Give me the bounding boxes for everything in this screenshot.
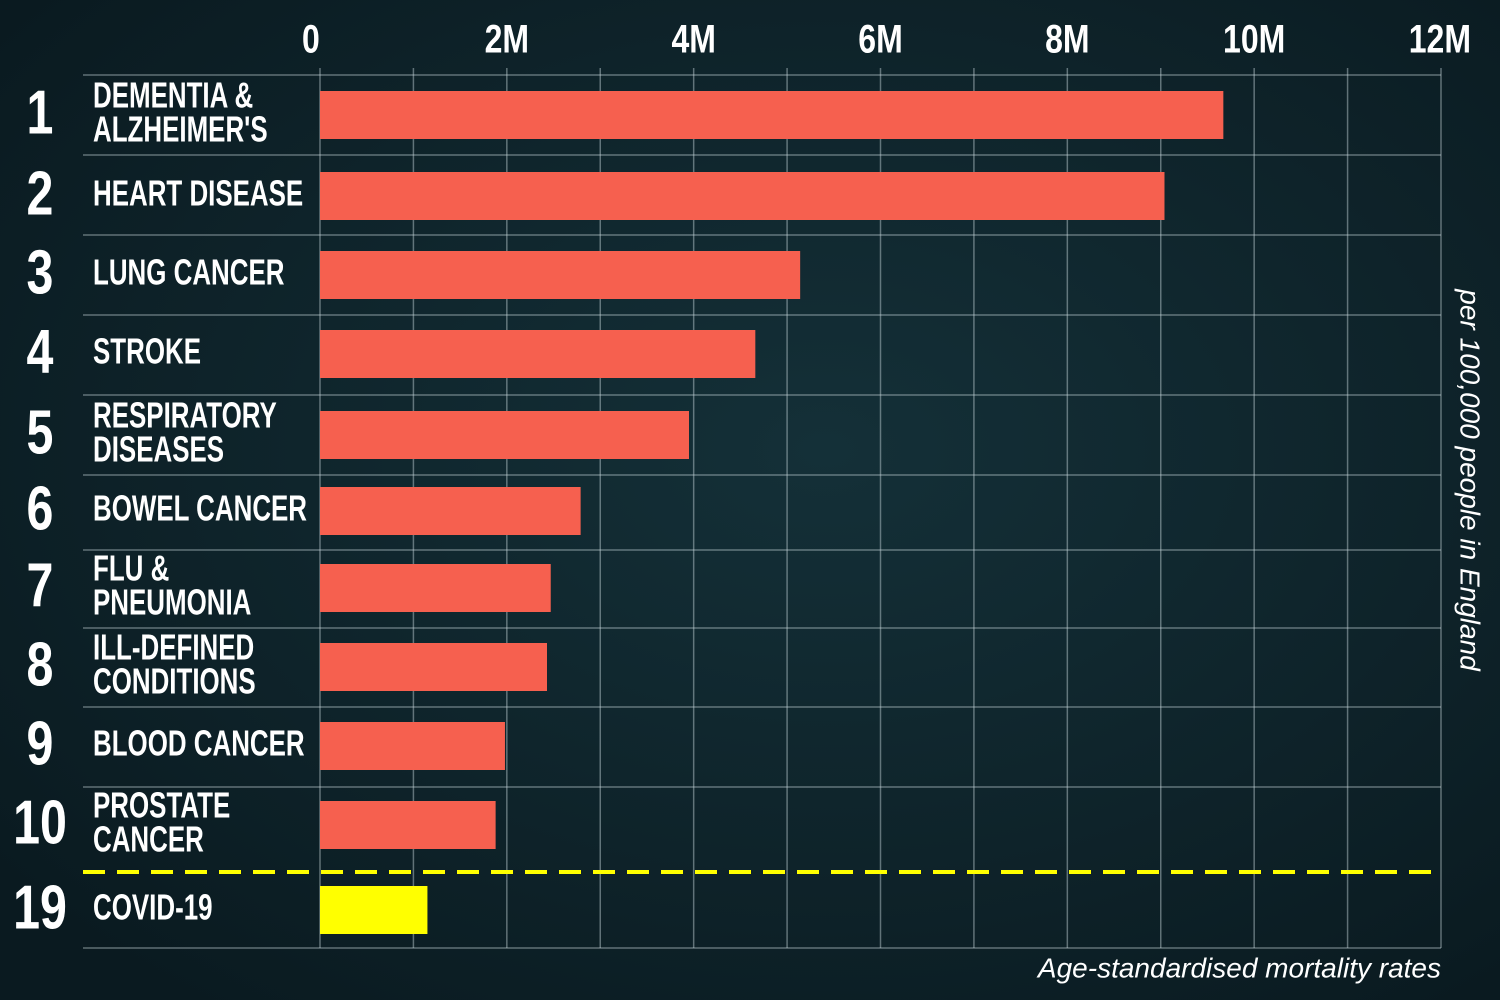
bar <box>320 886 428 934</box>
axis-label: per 100,000 people in England <box>1455 288 1486 672</box>
bar <box>320 411 689 459</box>
category-label: COVID-19 <box>93 887 213 927</box>
rank: 19 <box>13 873 67 942</box>
bar <box>320 172 1165 220</box>
rank: 6 <box>27 474 54 543</box>
x-tick-label: 4M <box>671 16 715 61</box>
x-tick-label: 8M <box>1045 16 1089 61</box>
x-tick-label: 0 <box>302 16 320 61</box>
rank: 8 <box>27 630 54 699</box>
category-label: BOWEL CANCER <box>93 488 307 528</box>
rank: 10 <box>13 788 67 857</box>
category-label: ALZHEIMER'S <box>93 109 268 149</box>
bar <box>320 564 551 612</box>
category-label: HEART DISEASE <box>93 173 303 213</box>
x-tick-label: 10M <box>1223 16 1285 61</box>
rank: 1 <box>27 78 54 147</box>
rank: 5 <box>27 398 54 467</box>
category-label: DISEASES <box>93 429 224 469</box>
rank: 3 <box>27 238 54 307</box>
rank: 4 <box>27 317 54 386</box>
category-label: FLU & <box>93 548 169 588</box>
bar <box>320 251 801 299</box>
category-label: STROKE <box>93 331 201 371</box>
bar <box>320 330 756 378</box>
x-tick-label: 6M <box>858 16 902 61</box>
footnote: Age-standardised mortality rates <box>1036 952 1441 983</box>
category-label: PROSTATE <box>93 785 230 825</box>
category-label: ILL-DEFINED <box>93 627 254 667</box>
category-label: DEMENTIA & <box>93 75 253 115</box>
category-label: PNEUMONIA <box>93 582 251 622</box>
category-label: CONDITIONS <box>93 661 256 701</box>
bar <box>320 487 581 535</box>
bar <box>320 643 548 691</box>
x-tick-label: 2M <box>485 16 529 61</box>
rank: 2 <box>27 159 54 228</box>
rank: 9 <box>27 709 54 778</box>
x-tick-label: 12M <box>1409 16 1471 61</box>
bar <box>320 801 496 849</box>
bar <box>320 722 505 770</box>
category-label: BLOOD CANCER <box>93 723 305 763</box>
bar <box>320 91 1224 139</box>
category-label: RESPIRATORY <box>93 395 277 435</box>
category-label: CANCER <box>93 819 204 859</box>
category-label: LUNG CANCER <box>93 252 284 292</box>
rank: 7 <box>27 551 54 620</box>
